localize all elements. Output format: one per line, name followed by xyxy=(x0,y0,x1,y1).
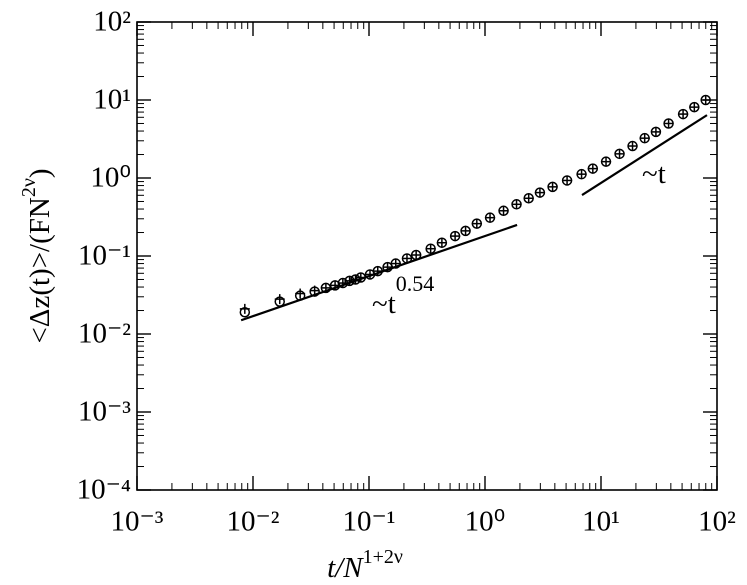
x-tick-label: 10⁻³ xyxy=(110,506,163,538)
y-axis-label-text: <Δz(t)>/(FN xyxy=(24,197,56,343)
plus-point xyxy=(639,133,650,144)
plus-point xyxy=(614,148,625,159)
plus-point xyxy=(663,118,674,129)
plus-point xyxy=(344,275,355,286)
plus-point xyxy=(450,231,461,242)
plus-point xyxy=(700,95,711,105)
y-axis-label-sup: 2ν xyxy=(18,178,40,197)
plus-point xyxy=(350,274,361,285)
y-tick-label: 10² xyxy=(93,6,131,38)
annotation-text: ~t xyxy=(642,158,666,190)
plus-point xyxy=(650,126,661,137)
plus-point xyxy=(330,280,341,291)
y-axis-label: <Δz(t)>/(FN2ν) xyxy=(18,168,56,343)
plus-point xyxy=(390,258,401,269)
plus-point xyxy=(511,199,522,210)
x-axis-label: t/N1+2ν xyxy=(327,546,403,584)
plus-point xyxy=(411,249,422,260)
plus-point xyxy=(498,205,509,216)
plus-point xyxy=(337,278,348,289)
plus-point xyxy=(355,272,366,283)
plus-point xyxy=(239,303,250,314)
plus-point xyxy=(534,187,545,198)
x-tick-label: 10² xyxy=(698,506,736,538)
plus-point xyxy=(587,163,598,174)
plus-point xyxy=(372,266,383,277)
plus-point xyxy=(678,109,689,120)
guide-line xyxy=(240,223,518,322)
plus-point xyxy=(401,253,412,264)
y-tick-label: 10⁰ xyxy=(90,162,131,194)
guide-line xyxy=(581,114,708,196)
plus-point xyxy=(436,237,447,248)
plus-point xyxy=(562,175,573,186)
plus-point xyxy=(601,156,612,167)
x-tick-label: 10⁻¹ xyxy=(342,506,395,538)
plus-point xyxy=(485,212,496,223)
y-tick-label: 10¹ xyxy=(93,84,131,116)
y-axis-label-tail: ) xyxy=(24,168,56,178)
annotation: ~t0.54 xyxy=(372,271,434,320)
plus-point xyxy=(547,181,558,192)
y-tick-label: 10⁻³ xyxy=(78,396,131,428)
plus-point xyxy=(320,282,331,293)
x-axis-label-text: t/N xyxy=(327,552,364,584)
plus-point xyxy=(523,193,534,204)
plus-point xyxy=(460,225,471,236)
plus-point xyxy=(425,243,436,254)
plus-point xyxy=(627,141,638,152)
x-tick-label: 10⁰ xyxy=(465,506,506,538)
y-tick-label: 10⁻² xyxy=(78,318,131,350)
plus-point xyxy=(382,262,393,273)
x-axis-label-sup: 1+2ν xyxy=(363,546,403,568)
plus-point xyxy=(471,218,482,229)
y-tick-label: 10⁻⁴ xyxy=(77,474,131,506)
annotation-sup: 0.54 xyxy=(396,271,435,296)
y-tick-label: 10⁻¹ xyxy=(78,240,131,272)
plus-point xyxy=(274,294,285,305)
x-tick-label: 10¹ xyxy=(582,506,620,538)
plus-point xyxy=(295,288,306,299)
plus-point xyxy=(309,285,320,296)
annotation-text: ~t xyxy=(372,288,396,320)
plus-point xyxy=(364,269,375,280)
annotation: ~t xyxy=(642,158,666,190)
x-tick-label: 10⁻² xyxy=(226,506,279,538)
plus-point xyxy=(689,102,700,113)
plus-point xyxy=(576,169,587,180)
